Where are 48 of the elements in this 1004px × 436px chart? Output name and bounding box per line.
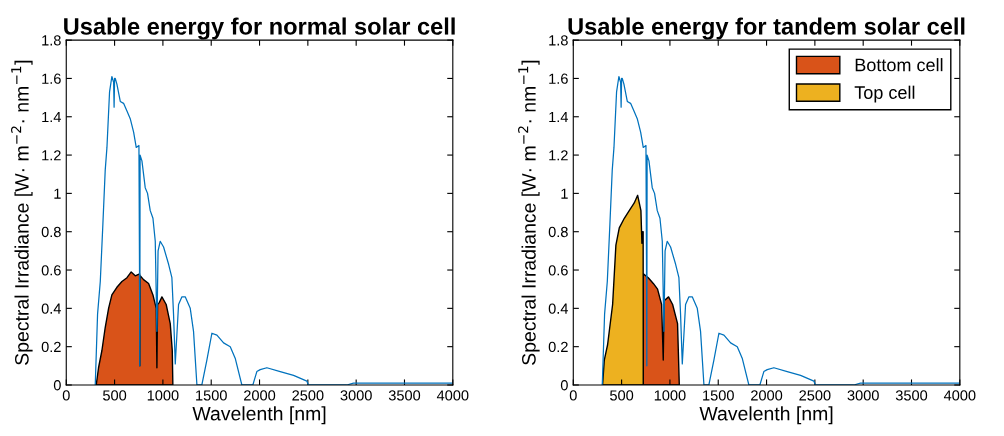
y-tick-label: 0.8: [41, 226, 61, 238]
y-tick-label: 1.2: [549, 150, 568, 161]
x-axis-title: Wavelenth [nm]: [192, 406, 326, 425]
x-tick-label: 2500: [799, 390, 831, 401]
x-tick-label: 3500: [388, 390, 421, 401]
x-tick-label: 3500: [895, 390, 928, 401]
x-tick-label: 1500: [196, 390, 227, 401]
x-tick-label: 500: [103, 390, 127, 401]
x-tick-label: 2500: [292, 390, 324, 401]
y-tick-label: 1: [561, 188, 568, 199]
chart-title: Usable energy for tandem solar cell: [568, 17, 965, 40]
y-tick-label: 0.4: [41, 303, 61, 314]
x-axis-title: Wavelenth [nm]: [699, 406, 833, 425]
y-tick-label: 0.6: [548, 265, 568, 276]
x-tick-label: 1000: [147, 390, 179, 401]
line-series: [94, 75, 453, 385]
x-tick-label: 500: [610, 390, 634, 401]
y-tick-label: 1.4: [42, 112, 61, 123]
x-tick-label: 1500: [703, 390, 734, 401]
legend-label: Bottom cell: [855, 58, 943, 72]
x-tick-label: 4000: [436, 390, 469, 401]
y-tick-label: 0.8: [548, 226, 568, 238]
y-tick-label: 1.8: [42, 35, 61, 46]
chart-title: Usable energy for normal solar cell: [64, 17, 455, 40]
y-tick-label: 1: [54, 188, 61, 199]
y-tick-label: 0.2: [548, 341, 568, 353]
x-tick-label: 3000: [340, 390, 372, 401]
x-tick-label: 4000: [943, 390, 976, 401]
y-tick-label: 0: [53, 380, 61, 391]
y-tick-label: 0: [560, 380, 568, 391]
y-tick-label: 0.4: [548, 303, 568, 314]
y-tick-label: 1.6: [549, 73, 568, 84]
y-tick-label: 1.6: [42, 73, 61, 84]
y-tick-label: 1.2: [42, 150, 61, 161]
x-tick-label: 0: [62, 390, 70, 401]
y-axis-title: Spectral Irradiance [W· m$^{−2}$· nm$^{−1}$]: [11, 60, 33, 365]
x-tick-label: 2000: [244, 390, 276, 401]
legend-label: Top cell: [854, 85, 915, 103]
x-tick-label: 0: [569, 390, 577, 401]
x-tick-label: 1000: [654, 390, 686, 401]
x-tick-label: 3000: [847, 390, 879, 401]
line-series: [601, 75, 960, 385]
y-tick-label: 0.6: [41, 265, 61, 276]
y-tick-label: 1.4: [549, 112, 568, 123]
x-tick-label: 2000: [751, 390, 783, 401]
y-tick-label: 0.2: [41, 341, 61, 353]
y-axis-title: Spectral Irradiance [W· m$^{−2}$· nm$^{−1}$]: [518, 60, 540, 365]
y-tick-label: 1.8: [549, 35, 568, 46]
